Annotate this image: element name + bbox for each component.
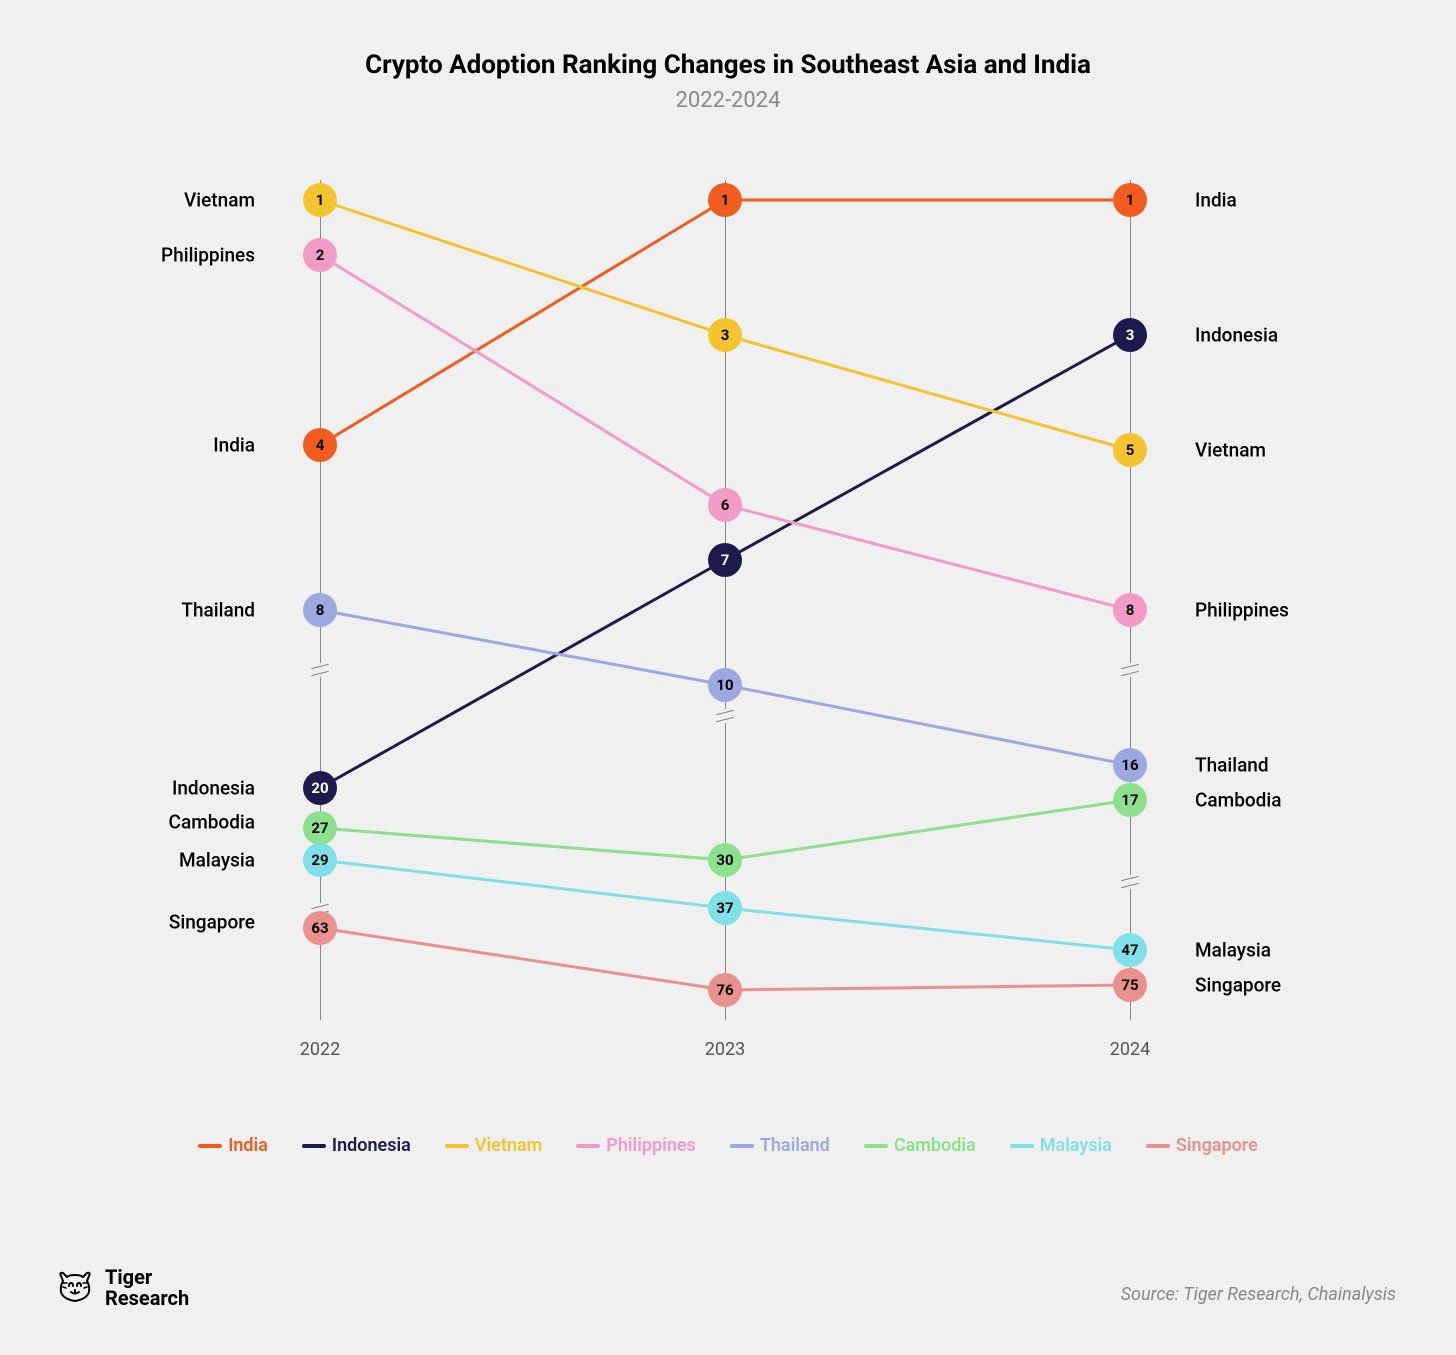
right-country-label: India bbox=[1195, 189, 1375, 212]
rank-marker: 27 bbox=[303, 811, 337, 845]
left-country-label: Singapore bbox=[75, 911, 255, 934]
right-country-label: Indonesia bbox=[1195, 324, 1375, 347]
rank-marker: 5 bbox=[1113, 433, 1147, 467]
brand-name: TigerResearch bbox=[105, 1267, 189, 1309]
legend-label: Indonesia bbox=[332, 1135, 411, 1156]
right-country-label: Malaysia bbox=[1195, 939, 1375, 962]
rank-marker: 17 bbox=[1113, 783, 1147, 817]
rank-marker: 6 bbox=[708, 488, 742, 522]
rank-marker: 16 bbox=[1113, 748, 1147, 782]
legend-swatch-icon bbox=[198, 1144, 222, 1148]
legend: India Indonesia Vietnam Philippines Thailand… bbox=[0, 1135, 1456, 1156]
rank-marker: 47 bbox=[1113, 933, 1147, 967]
legend-label: Malaysia bbox=[1040, 1135, 1112, 1156]
rank-marker: 10 bbox=[708, 668, 742, 702]
rank-marker: 1 bbox=[1113, 183, 1147, 217]
right-country-label: Cambodia bbox=[1195, 789, 1375, 812]
rank-marker: 76 bbox=[708, 973, 742, 1007]
rank-marker: 3 bbox=[1113, 318, 1147, 352]
legend-item: Singapore bbox=[1146, 1135, 1258, 1156]
right-country-label: Vietnam bbox=[1195, 439, 1375, 462]
right-country-label: Singapore bbox=[1195, 974, 1375, 997]
left-country-label: Malaysia bbox=[75, 849, 255, 872]
legend-item: Malaysia bbox=[1010, 1135, 1112, 1156]
rank-marker: 1 bbox=[303, 183, 337, 217]
rank-marker: 30 bbox=[708, 843, 742, 877]
rank-marker: 37 bbox=[708, 891, 742, 925]
rank-marker: 63 bbox=[303, 911, 337, 945]
rank-marker: 7 bbox=[708, 543, 742, 577]
rank-marker: 8 bbox=[303, 593, 337, 627]
legend-label: India bbox=[228, 1135, 268, 1156]
chart-subtitle: 2022-2024 bbox=[0, 88, 1456, 113]
legend-label: Vietnam bbox=[475, 1135, 542, 1156]
rank-marker: 75 bbox=[1113, 968, 1147, 1002]
rank-marker: 20 bbox=[303, 771, 337, 805]
legend-item: Thailand bbox=[730, 1135, 830, 1156]
left-country-label: Vietnam bbox=[75, 189, 255, 212]
source-attribution: Source: Tiger Research, Chainalysis bbox=[1121, 1284, 1396, 1305]
legend-swatch-icon bbox=[445, 1144, 469, 1148]
legend-label: Singapore bbox=[1176, 1135, 1258, 1156]
legend-item: Philippines bbox=[576, 1135, 696, 1156]
legend-label: Thailand bbox=[760, 1135, 830, 1156]
legend-swatch-icon bbox=[730, 1144, 754, 1148]
rank-marker: 29 bbox=[303, 843, 337, 877]
legend-swatch-icon bbox=[1010, 1144, 1034, 1148]
tiger-icon bbox=[55, 1266, 95, 1310]
left-country-label: Thailand bbox=[75, 599, 255, 622]
right-country-label: Philippines bbox=[1195, 599, 1375, 622]
rank-marker: 8 bbox=[1113, 593, 1147, 627]
left-country-label: India bbox=[75, 434, 255, 457]
rank-marker: 3 bbox=[708, 318, 742, 352]
legend-swatch-icon bbox=[864, 1144, 888, 1148]
rank-marker: 4 bbox=[303, 428, 337, 462]
left-country-label: Indonesia bbox=[75, 777, 255, 800]
legend-item: India bbox=[198, 1135, 268, 1156]
legend-swatch-icon bbox=[302, 1144, 326, 1148]
legend-swatch-icon bbox=[576, 1144, 600, 1148]
legend-label: Philippines bbox=[606, 1135, 696, 1156]
rank-marker: 2 bbox=[303, 238, 337, 272]
right-country-label: Thailand bbox=[1195, 754, 1375, 777]
legend-item: Indonesia bbox=[302, 1135, 411, 1156]
chart-area: 2022202320244112073135268810162730172937… bbox=[280, 160, 1170, 1080]
legend-item: Vietnam bbox=[445, 1135, 542, 1156]
legend-item: Cambodia bbox=[864, 1135, 976, 1156]
chart-title: Crypto Adoption Ranking Changes in South… bbox=[0, 0, 1456, 80]
rank-marker: 1 bbox=[708, 183, 742, 217]
legend-label: Cambodia bbox=[894, 1135, 976, 1156]
brand-footer: TigerResearch bbox=[55, 1266, 189, 1310]
legend-swatch-icon bbox=[1146, 1144, 1170, 1148]
left-country-label: Philippines bbox=[75, 244, 255, 267]
left-country-label: Cambodia bbox=[75, 811, 255, 834]
